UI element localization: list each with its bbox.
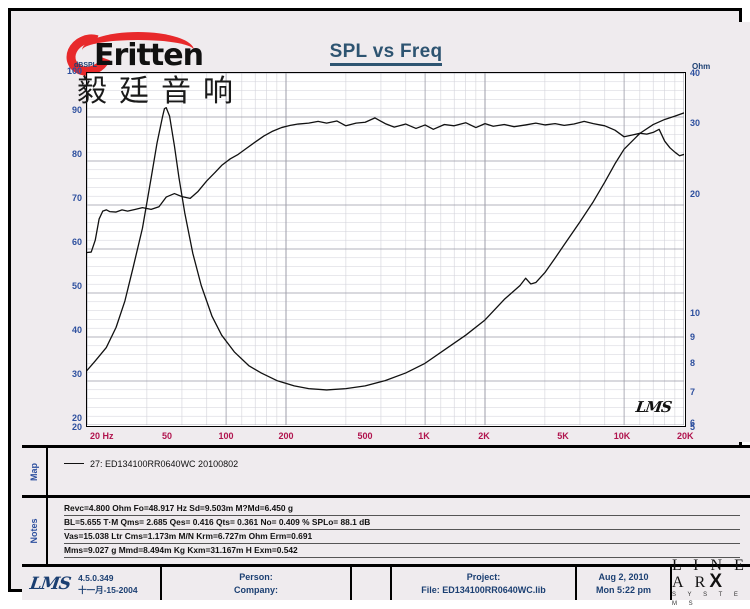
file-label: File: ED134100RR0640WC.lib <box>421 584 546 595</box>
linearx-logo: L I N E A RX S Y S T E M S <box>672 558 750 608</box>
y-axis-bottom-left-value: 20 <box>71 422 82 432</box>
status-project-cell: Project: File: ED134100RR0640WC.lib <box>392 567 577 600</box>
y-tick-left-90: 90 <box>71 105 82 115</box>
note-line-4: Mms=9.027 g Mmd=8.494m Kg Kxm=31.167m H … <box>64 544 740 558</box>
status-spacer-cell <box>352 567 392 600</box>
right-axis-unit-label: Ohm <box>692 62 711 71</box>
window-frame: Eritten SPL vs Freq dBSPL Ohm 100 90 80 … <box>8 8 750 607</box>
graph-panel[interactable]: Eritten SPL vs Freq dBSPL Ohm 100 90 80 … <box>22 22 750 442</box>
person-label: Person: <box>239 571 273 582</box>
y-tick-left-100: 100 <box>66 66 82 76</box>
notes-body: Revc=4.800 Ohm Fo=48.917 Hz Sd=9.503m M?… <box>50 498 750 564</box>
status-time: Mon 5:22 pm <box>595 584 651 595</box>
y-tick-right-6: 6 <box>690 418 696 428</box>
left-axis-unit-label: dBSPL <box>74 62 97 69</box>
x-tick-500: 500 <box>357 431 373 441</box>
note-line-2: BL=5.655 T·M Qms= 2.685 Qes= 0.416 Qts= … <box>64 516 740 530</box>
status-person-cell: Person: Company: <box>162 567 352 600</box>
map-entry-text: 27: ED134100RR0640WC 20100802 <box>90 459 239 469</box>
notes-tab[interactable]: Notes <box>22 498 48 564</box>
y-tick-right-30: 30 <box>690 118 701 128</box>
y-tick-right-20: 20 <box>690 189 701 199</box>
logo-text: Eritten <box>94 38 204 73</box>
y-tick-left-50: 50 <box>71 281 82 291</box>
note-line-3: Vas=15.038 Ltr Cms=1.173m M/N Krm=6.727m… <box>64 530 740 544</box>
eritten-logo: Eritten <box>44 27 224 83</box>
plot-svg <box>87 73 684 425</box>
x-tick-5k: 5K <box>557 431 569 441</box>
logo-swoosh-icon <box>82 32 194 54</box>
map-tab[interactable]: Map <box>22 448 48 495</box>
grid-major <box>87 73 684 425</box>
x-tick-50: 50 <box>161 431 173 441</box>
impedance-curve <box>87 106 684 391</box>
notes-tab-label: Notes <box>29 518 39 544</box>
y-tick-right-40: 40 <box>690 68 701 78</box>
y-tick-left-20: 20 <box>71 413 82 423</box>
x-tick-1k: 1K <box>418 431 430 441</box>
project-label: Project: <box>466 571 501 582</box>
map-tab-label: Map <box>29 462 39 481</box>
app-build-date: 十一月-15-2004 <box>78 584 138 595</box>
y-tick-left-40: 40 <box>71 325 82 335</box>
y-tick-right-8: 8 <box>690 358 696 368</box>
x-tick-20hz: 20 Hz <box>90 431 114 441</box>
status-date-cell: Aug 2, 2010 Mon 5:22 pm <box>577 567 672 600</box>
y-tick-left-30: 30 <box>71 369 82 379</box>
status-lms-cell: LMS 4.5.0.349 十一月-15-2004 <box>22 567 162 600</box>
x-tick-20k: 20K <box>677 431 694 441</box>
x-tick-2k: 2K <box>478 431 490 441</box>
spl-curve <box>87 117 684 254</box>
center-watermark: 毅廷音响 <box>291 428 540 443</box>
y-tick-left-80: 80 <box>71 149 82 159</box>
y-tick-left-60: 60 <box>71 237 82 247</box>
notes-panel[interactable]: Notes Revc=4.800 Ohm Fo=48.917 Hz Sd=9.5… <box>22 495 750 564</box>
status-date: Aug 2, 2010 <box>598 571 649 582</box>
linearx-sub: S Y S T E M S <box>672 592 743 607</box>
lms-logo: LMS <box>28 573 72 594</box>
lms-plot-mark: LMS <box>634 398 673 416</box>
y-tick-right-7: 7 <box>690 387 696 397</box>
company-label: Company: <box>233 584 278 595</box>
y-tick-right-10: 10 <box>690 308 701 318</box>
x-tick-100: 100 <box>218 431 234 441</box>
y-tick-right-9: 9 <box>690 332 696 342</box>
x-tick-200: 200 <box>278 431 294 441</box>
y-tick-left-70: 70 <box>71 193 82 203</box>
map-panel[interactable]: Map 27: ED134100RR0640WC 20100802 <box>22 445 750 495</box>
note-line-1: Revc=4.800 Ohm Fo=48.917 Hz Sd=9.503m M?… <box>64 502 740 516</box>
app-version: 4.5.0.349 <box>78 572 114 583</box>
x-tick-10k: 10K <box>613 431 631 441</box>
y-axis-bottom-right-value: 5 <box>690 422 696 432</box>
list-item[interactable]: 27: ED134100RR0640WC 20100802 <box>64 459 238 469</box>
page-title: SPL vs Freq <box>22 41 750 66</box>
status-bar: LMS 4.5.0.349 十一月-15-2004 Person: Compan… <box>22 558 750 608</box>
linearx-name: L I N E A RX <box>672 557 748 592</box>
plot-area[interactable]: 毅廷音响 LMS <box>86 72 686 442</box>
curve-color-swatch-icon <box>64 463 84 465</box>
